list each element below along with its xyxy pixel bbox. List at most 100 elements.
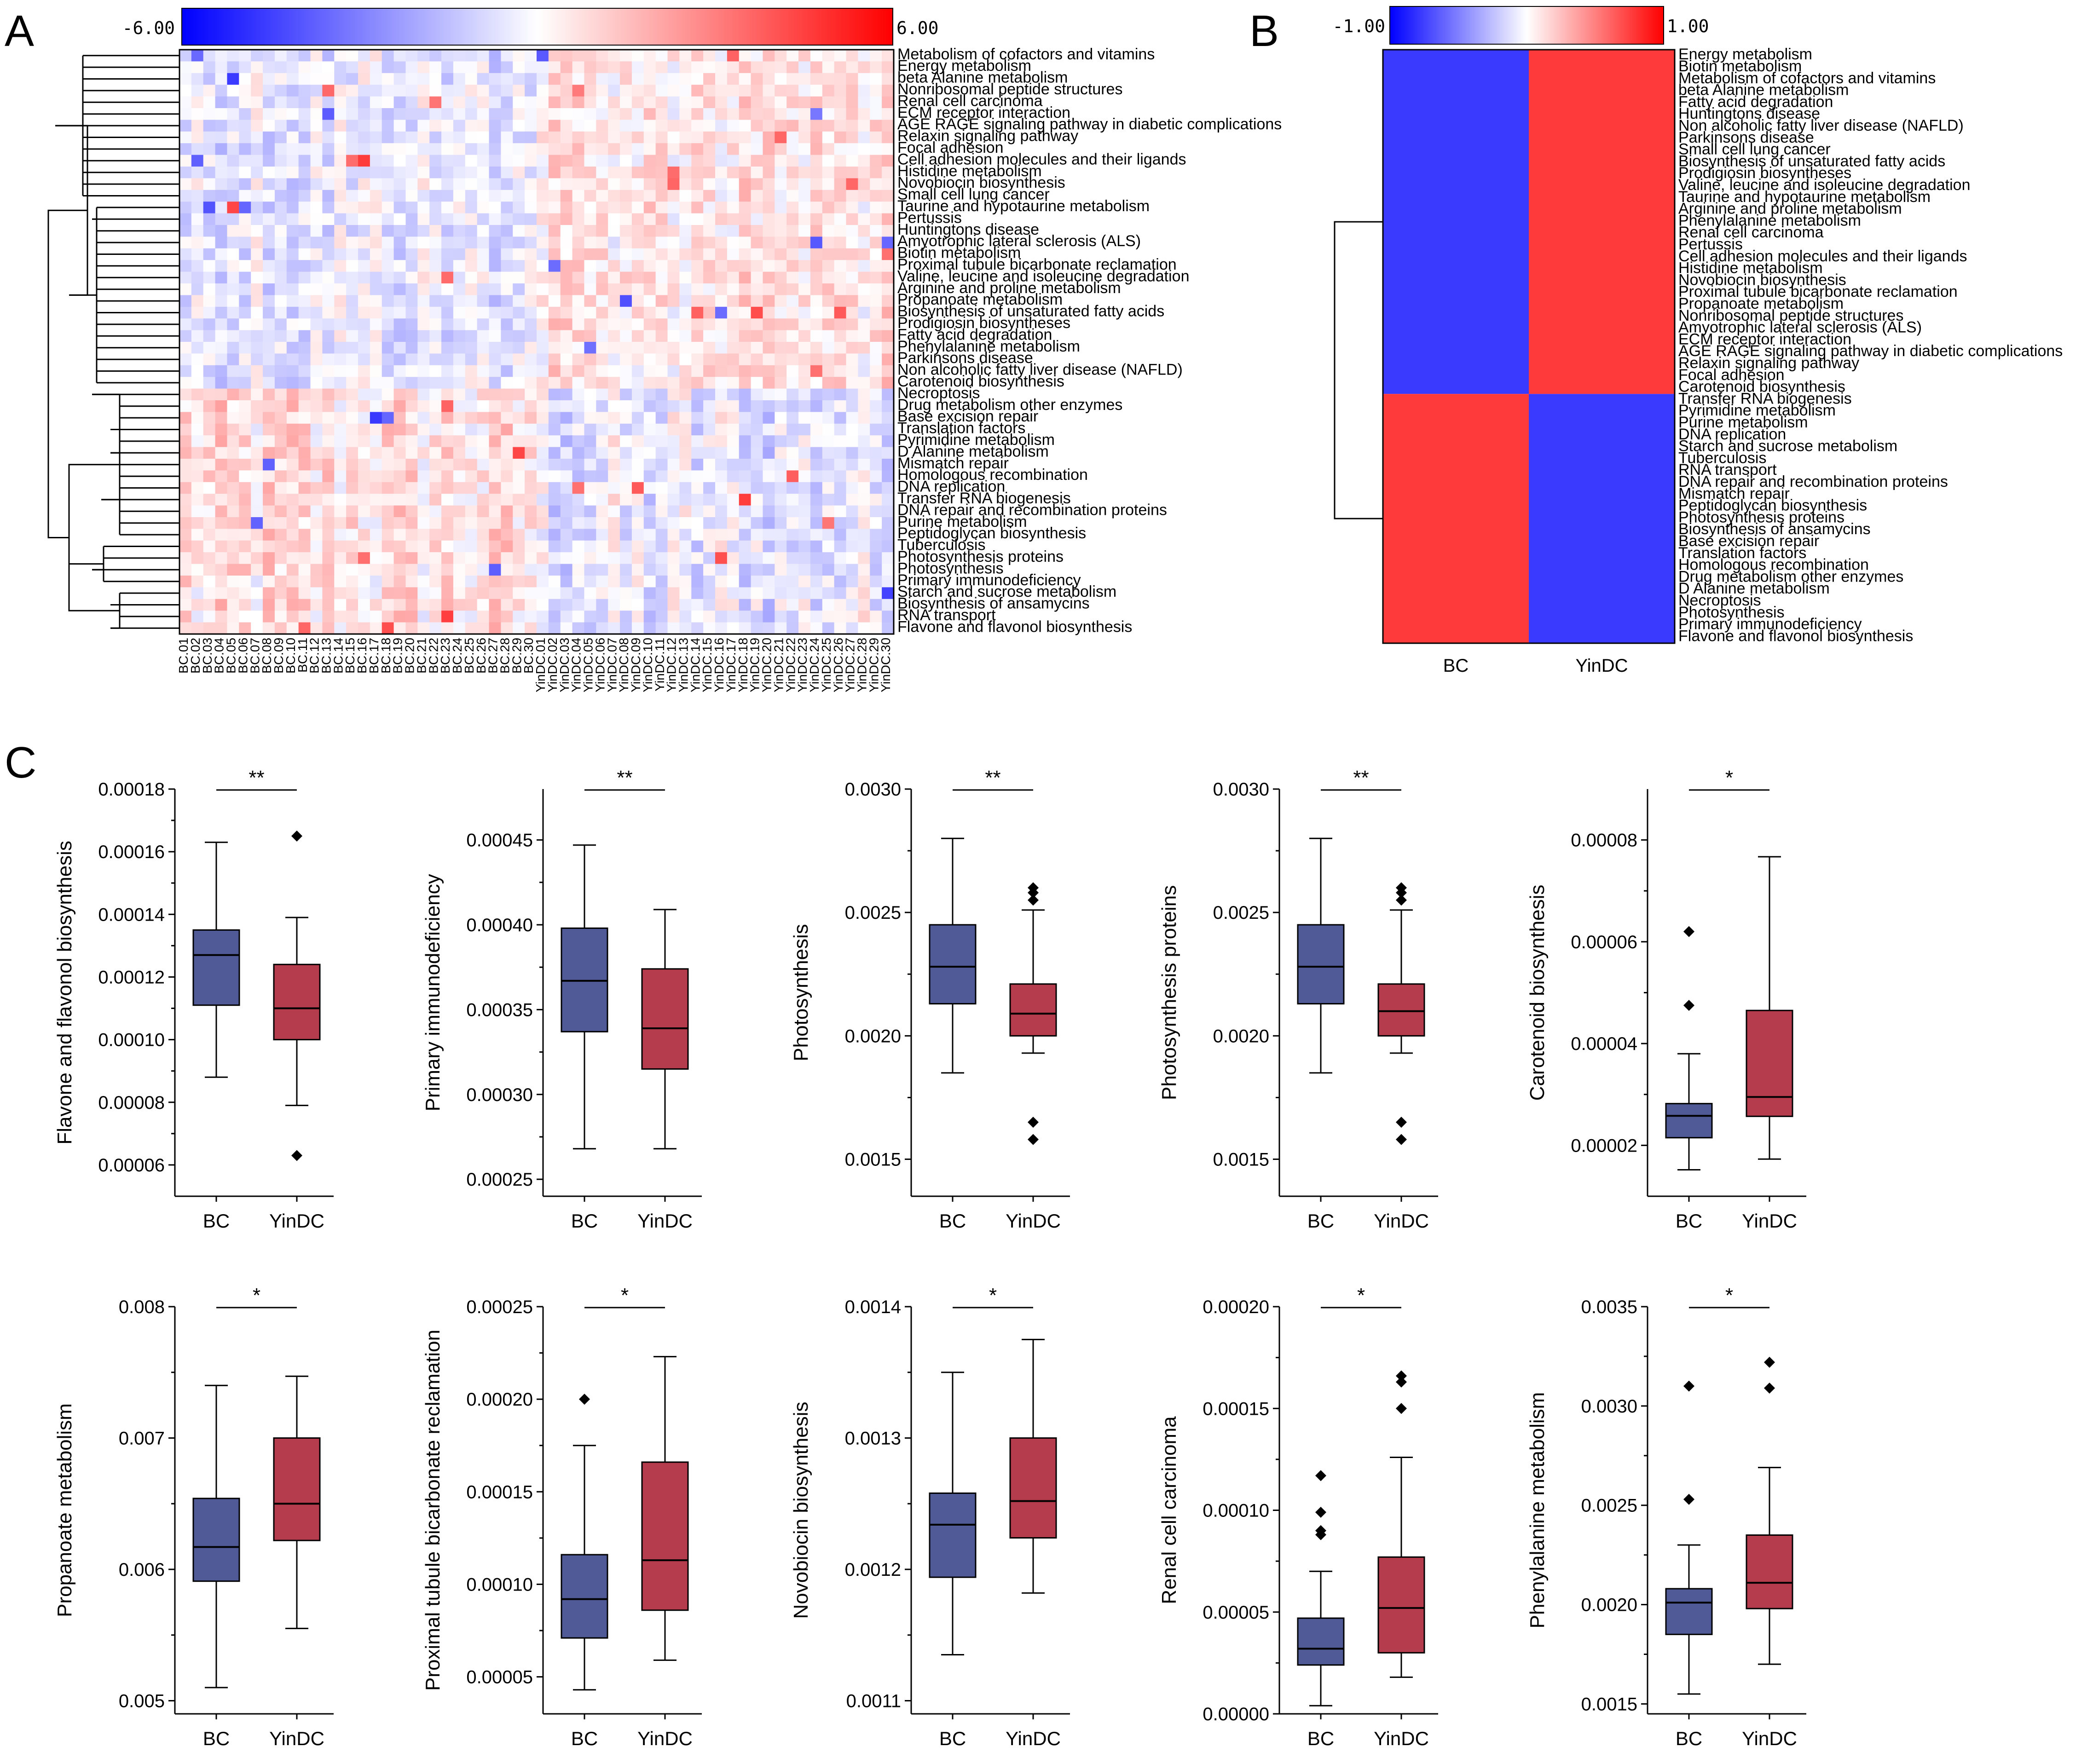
heatmap-a-cell [739, 587, 752, 600]
heatmap-a-cell [393, 540, 406, 553]
heatmap-a-cell [798, 167, 811, 179]
heatmap-a-cell [274, 213, 287, 225]
heatmap-a-cell [643, 190, 656, 202]
heatmap-a-cell [382, 167, 394, 179]
heatmap-a-cell [810, 260, 823, 272]
heatmap-a-cell [251, 120, 263, 132]
heatmap-a-cell [608, 587, 620, 600]
heatmap-a-cell [525, 318, 537, 331]
heatmap-a-cell [643, 611, 656, 623]
heatmap-a-cell [631, 447, 644, 459]
heatmap-a-cell [525, 155, 537, 167]
heatmap-a-cell [537, 470, 549, 483]
heatmap-a-cell [203, 108, 216, 120]
heatmap-a-cell [584, 400, 596, 412]
heatmap-a-cell [393, 377, 406, 389]
heatmap-a-cell [382, 611, 394, 623]
heatmap-a-cell [513, 365, 525, 377]
heatmap-a-cell [882, 377, 894, 389]
heatmap-a-cell [191, 248, 204, 260]
heatmap-a-cell [298, 236, 311, 249]
heatmap-a-cell [572, 61, 585, 74]
heatmap-a-cell [417, 248, 430, 260]
heatmap-a-cell [203, 377, 216, 389]
heatmap-a-cell [501, 271, 513, 284]
heatmap-a-cell [786, 599, 799, 611]
heatmap-a-cell [370, 260, 382, 272]
heatmap-a-cell [429, 482, 442, 494]
heatmap-a-cell [370, 599, 382, 611]
heatmap-a-cell [322, 423, 335, 436]
heatmap-a-cell [620, 318, 632, 331]
outlier-point [1396, 1403, 1407, 1414]
heatmap-a-cell [727, 564, 740, 576]
heatmap-a-cell [334, 108, 347, 120]
heatmap-a-cell [572, 318, 585, 331]
heatmap-a-cell [775, 96, 787, 109]
heatmap-a-cell [334, 260, 347, 272]
heatmap-a-cell [298, 295, 311, 307]
heatmap-a-cell [620, 61, 632, 74]
heatmap-a-cell [620, 599, 632, 611]
heatmap-a-cell [751, 120, 763, 132]
heatmap-a-cell [239, 599, 251, 611]
heatmap-a-cell [822, 202, 835, 214]
heatmap-a-cell [620, 342, 632, 354]
heatmap-b-row-label: Huntingtons disease [1678, 105, 1820, 122]
heatmap-a-cell [310, 283, 323, 295]
heatmap-a-cell [274, 50, 287, 62]
heatmap-a-cell [298, 435, 311, 448]
heatmap-a-cell [727, 611, 740, 623]
heatmap-a-cell [537, 96, 549, 109]
heatmap-a-cell [477, 353, 490, 366]
heatmap-a-cell [417, 260, 430, 272]
heatmap-a-cell [596, 131, 608, 144]
heatmap-a-cell [584, 482, 596, 494]
heatmap-a-cell [334, 505, 347, 518]
heatmap-a-cell [834, 283, 847, 295]
heatmap-a-cell [537, 611, 549, 623]
heatmap-a-cell [679, 330, 692, 342]
heatmap-a-cell [751, 318, 763, 331]
heatmap-b-cell [1383, 50, 1529, 394]
heatmap-a-cell [215, 178, 228, 190]
heatmap-a-cell [786, 178, 799, 190]
heatmap-a-cell [703, 447, 716, 459]
heatmap-a-cell [584, 412, 596, 424]
heatmap-a-cell [477, 85, 490, 97]
heatmap-a-cell [298, 611, 311, 623]
heatmap-a-cell [239, 178, 251, 190]
heatmap-a-cell [679, 190, 692, 202]
heatmap-a-cell [358, 167, 370, 179]
heatmap-a-cell [417, 377, 430, 389]
heatmap-a-cell [191, 470, 204, 483]
heatmap-a-cell [537, 108, 549, 120]
heatmap-a-cell [620, 576, 632, 588]
heatmap-a-cell [239, 587, 251, 600]
heatmap-a-cell [560, 143, 573, 156]
heatmap-a-cell [179, 61, 192, 74]
heatmap-a-cell [274, 423, 287, 436]
heatmap-a-cell [679, 576, 692, 588]
heatmap-a-cell [715, 576, 728, 588]
heatmap-a-cell [251, 599, 263, 611]
heatmap-a-cell [453, 342, 466, 354]
heatmap-a-row-label: Energy metabolism [897, 57, 1031, 75]
heatmap-b-frame [1382, 49, 1676, 644]
heatmap-a-cell [798, 494, 811, 506]
heatmap-a-cell [251, 377, 263, 389]
heatmap-a-cell [334, 459, 347, 471]
heatmap-a-cell [298, 61, 311, 74]
heatmap-a-cell [382, 202, 394, 214]
heatmap-b-row-label: Tuberculosis [1678, 449, 1766, 467]
heatmap-a-cell [537, 622, 549, 634]
heatmap-a-cell [346, 400, 358, 412]
heatmap-a-cell [286, 283, 299, 295]
heatmap-a-cell [751, 248, 763, 260]
heatmap-a-cell [763, 61, 775, 74]
heatmap-a-cell [322, 459, 335, 471]
heatmap-a-cell [382, 412, 394, 424]
heatmap-b-row-label: Drug metabolism other enzymes [1678, 568, 1903, 585]
heatmap-a-row-label: Photosynthesis proteins [897, 548, 1064, 565]
